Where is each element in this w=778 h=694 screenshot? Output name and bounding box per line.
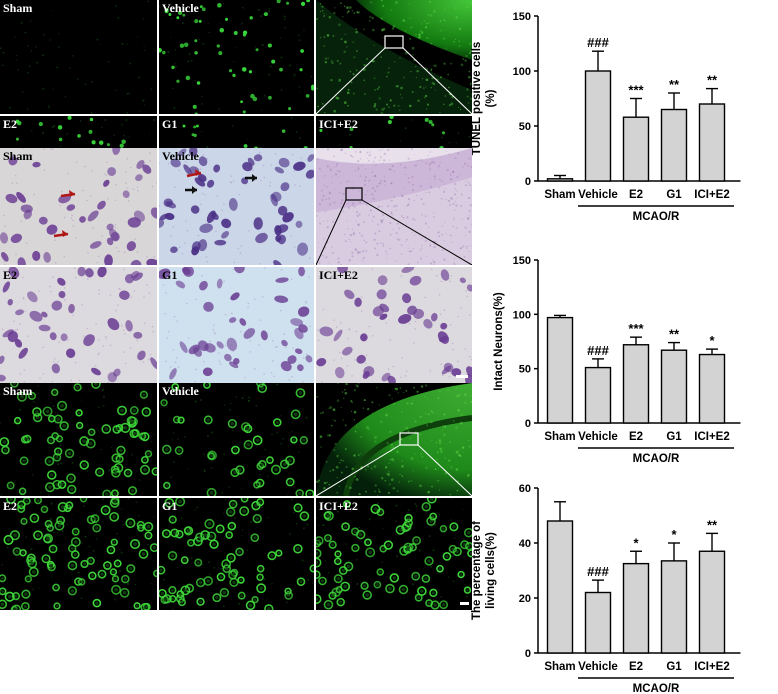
bar — [698, 103, 726, 182]
x-tick-label: Vehicle — [578, 661, 618, 673]
x-tick-label: E2 — [629, 661, 643, 673]
tissue-overview-c — [316, 383, 472, 496]
tissue-overview-b — [316, 148, 472, 265]
x-tick-label: ICI+E2 — [694, 431, 729, 443]
significance-label: ### — [587, 564, 609, 579]
micrograph-label: Vehicle — [162, 384, 199, 398]
x-tick-label: ICI+E2 — [694, 661, 729, 673]
micrograph-vehicle: Vehicle — [159, 148, 314, 265]
micrograph-vehicle: Vehicle — [159, 383, 314, 496]
bar — [660, 108, 688, 182]
micrograph-sham: Sham — [0, 0, 157, 114]
tissue-overview-a — [316, 0, 472, 114]
micrograph-sham: Sham — [0, 383, 157, 496]
micrograph-g1: G1 — [159, 267, 314, 383]
micrograph-label: Vehicle — [162, 1, 199, 15]
significance-label: *** — [628, 321, 644, 336]
significance-label: ** — [669, 77, 680, 92]
micrograph-e2: E2 — [0, 267, 157, 383]
significance-label: ** — [707, 73, 718, 88]
bar — [546, 520, 574, 654]
significance-label: ### — [587, 35, 609, 50]
y-axis-label: Intact Neurons(%) — [493, 292, 505, 391]
y-tick-label: 0 — [525, 648, 531, 660]
x-tick-label: G1 — [666, 431, 682, 443]
y-tick-label: 20 — [519, 593, 531, 605]
micrograph-ici-e2: ICI+E2 — [316, 498, 472, 610]
bar — [698, 550, 726, 654]
group-label: MCAO/R — [633, 453, 680, 465]
micrograph-label: G1 — [162, 268, 178, 282]
micrograph-label: G1 — [162, 117, 178, 131]
micrograph-label: E2 — [3, 499, 18, 513]
bar-chart-b: 0 50 100 150 Intact Neurons(%) Sham ### Vehicle… — [466, 228, 766, 465]
x-tick-label: ICI+E2 — [694, 189, 729, 201]
y-tick-label: 40 — [519, 538, 531, 550]
y-tick-label: 0 — [525, 176, 531, 188]
x-tick-label: E2 — [629, 189, 643, 201]
x-tick-label: E2 — [629, 431, 643, 443]
bar-chart-c: 0 20 40 60 The percentage of living cells(%) S… — [466, 462, 766, 694]
bar — [622, 344, 650, 424]
micrograph-vehicle: Vehicle — [159, 0, 314, 114]
y-tick-label: 0 — [525, 418, 531, 430]
y-tick-label: 60 — [519, 483, 531, 495]
chart-svg: 0 50 100 150 Intact Neurons(%) Sham ### Vehicle… — [493, 255, 741, 465]
bar — [584, 366, 612, 424]
micrograph-sham: Sham — [0, 148, 157, 265]
micrograph-g1: G1 — [159, 498, 314, 610]
bar — [698, 353, 726, 424]
significance-label: *** — [628, 83, 644, 98]
y-axis-label: living cells(%) — [485, 532, 497, 609]
significance-label: * — [671, 527, 677, 542]
group-label: MCAO/R — [633, 683, 680, 694]
x-tick-label: Vehicle — [578, 189, 618, 201]
y-axis-label: (%) — [485, 89, 497, 107]
micrograph-label: E2 — [3, 117, 18, 131]
bar — [584, 70, 612, 182]
bar — [584, 591, 612, 654]
micrograph-e2: E2 — [0, 498, 157, 610]
bar — [622, 116, 650, 182]
y-tick-label: 100 — [513, 309, 531, 321]
bar — [546, 316, 574, 424]
bar — [546, 178, 574, 182]
y-tick-label: 150 — [513, 255, 531, 267]
y-axis-label: TUNEL positive cells — [471, 42, 483, 156]
micrograph-label: ICI+E2 — [319, 499, 358, 513]
bar-chart-a: 0 50 100 150 TUNEL positive cells (%) Sham ### V… — [466, 0, 766, 230]
y-tick-label: 150 — [513, 11, 531, 23]
micrograph-label: Sham — [3, 149, 33, 163]
x-tick-label: Vehicle — [578, 431, 618, 443]
micrograph-label: G1 — [162, 499, 178, 513]
significance-label: ### — [587, 343, 609, 358]
x-tick-label: Sham — [544, 189, 575, 201]
bar — [660, 560, 688, 654]
significance-label: ** — [707, 517, 718, 532]
micrograph-label: Vehicle — [162, 149, 199, 163]
y-tick-label: 50 — [519, 364, 531, 376]
micrograph-label: Sham — [3, 1, 33, 15]
significance-label: ** — [669, 327, 680, 342]
chart-svg: 0 50 100 150 TUNEL positive cells (%) Sham ### V… — [471, 11, 741, 223]
x-tick-label: Sham — [544, 431, 575, 443]
chart-svg: 0 20 40 60 The percentage of living cells(%) S… — [471, 483, 741, 694]
significance-label: * — [633, 535, 639, 550]
x-tick-label: G1 — [666, 189, 682, 201]
group-label: MCAO/R — [633, 211, 680, 223]
micrograph-label: Sham — [3, 384, 33, 398]
micrograph-label: ICI+E2 — [319, 268, 358, 282]
y-tick-label: 50 — [519, 121, 531, 133]
micrograph-ici-e2: ICI+E2 — [316, 267, 472, 383]
y-axis-label: The percentage of — [471, 521, 483, 620]
y-tick-label: 100 — [513, 66, 531, 78]
x-tick-label: G1 — [666, 661, 682, 673]
micrograph-label: E2 — [3, 268, 18, 282]
x-tick-label: Sham — [544, 661, 575, 673]
bar — [622, 562, 650, 654]
significance-label: * — [709, 333, 715, 348]
bar — [660, 349, 688, 424]
micrograph-label: ICI+E2 — [319, 117, 358, 131]
